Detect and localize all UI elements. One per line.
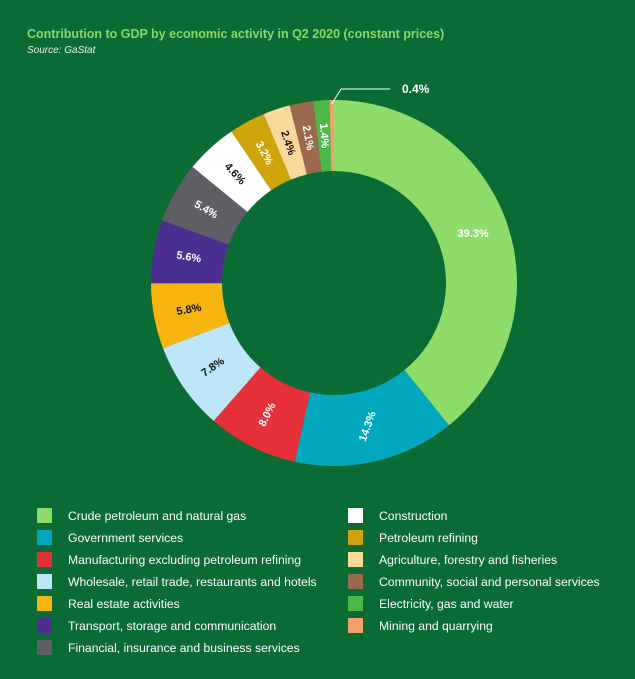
slice-agriculture-forestry-and-fisheries [263, 105, 307, 180]
legend-item-manufacturing-excluding-petroleum-refining: Manufacturing excluding petroleum refini… [37, 552, 348, 567]
legend-swatch [37, 640, 52, 655]
legend-item-mining-and-quarrying: Mining and quarrying [348, 618, 628, 633]
legend-item-community-social-and-personal-services: Community, social and personal services [348, 574, 628, 589]
slice-mining-and-quarrying [329, 100, 334, 172]
data-label-mining-and-quarrying: 0.4% [402, 82, 430, 96]
legend-item-construction: Construction [348, 508, 628, 523]
legend-label: Petroleum refining [379, 530, 478, 545]
legend-label: Electricity, gas and water [379, 596, 514, 611]
legend-item-financial-insurance-and-business-services: Financial, insurance and business servic… [37, 640, 348, 655]
data-label-real-estate-activities: 5.8% [176, 302, 203, 318]
legend-label: Government services [68, 530, 184, 545]
slice-financial-insurance-and-business-services [162, 166, 248, 245]
legend-swatch [37, 596, 52, 611]
legend-swatch [37, 508, 52, 523]
slice-crude-petroleum-and-natural-gas [334, 100, 517, 426]
legend-swatch [348, 574, 363, 589]
leader-line-mining-and-quarrying [331, 88, 390, 105]
legend-label: Crude petroleum and natural gas [68, 508, 247, 523]
chart-source: Source: GaStat [27, 45, 96, 56]
legend-item-crude-petroleum-and-natural-gas: Crude petroleum and natural gas [37, 508, 348, 523]
legend-label: Community, social and personal services [379, 574, 600, 589]
legend-label: Manufacturing excluding petroleum refini… [68, 552, 302, 567]
chart-legend: Crude petroleum and natural gas Governmen… [37, 508, 628, 655]
legend-swatch [37, 574, 52, 589]
legend-swatch [348, 596, 363, 611]
slice-petroleum-refining [231, 114, 291, 191]
legend-item-electricity-gas-and-water: Electricity, gas and water [348, 596, 628, 611]
legend-swatch [37, 530, 52, 545]
slice-real-estate-activities [151, 283, 230, 349]
legend-swatch [348, 618, 363, 633]
legend-item-government-services: Government services [37, 530, 348, 545]
legend-label: Wholesale, retail trade, restaurants and… [68, 574, 317, 589]
legend-item-petroleum-refining: Petroleum refining [348, 530, 628, 545]
data-label-crude-petroleum-and-natural-gas: 39.3% [457, 228, 488, 240]
legend-label: Real estate activities [68, 596, 180, 611]
data-label-community-social-and-personal-services: 2.1% [300, 124, 316, 151]
legend-swatch [348, 530, 363, 545]
data-label-electricity-gas-and-water: 1.4% [317, 123, 331, 149]
legend-item-real-estate-activities: Real estate activities [37, 596, 348, 611]
legend-swatch [348, 552, 363, 567]
slice-construction [192, 131, 272, 212]
legend-swatch [37, 618, 52, 633]
legend-item-wholesale-retail-trade-restaurants-and-hotels: Wholesale, retail trade, restaurants and… [37, 574, 348, 589]
slice-electricity-gas-and-water [313, 100, 332, 172]
legend-label: Agriculture, forestry and fisheries [379, 552, 558, 567]
slice-manufacturing-excluding-petroleum-refining [213, 367, 310, 462]
chart-title: Contribution to GDP by economic activity… [27, 27, 445, 41]
legend-swatch [348, 508, 363, 523]
legend-swatch [37, 552, 52, 567]
slice-community-social-and-personal-services [289, 101, 322, 175]
legend-item-agriculture-forestry-and-fisheries: Agriculture, forestry and fisheries [348, 552, 628, 567]
legend-label: Transport, storage and communication [68, 618, 277, 633]
legend-label: Construction [379, 508, 448, 523]
legend-column-right: Construction Petroleum refining Agricultur… [348, 508, 628, 655]
slice-transport-storage-and-communication [151, 220, 229, 284]
legend-label: Financial, insurance and business servic… [68, 640, 300, 655]
legend-label: Mining and quarrying [379, 618, 493, 633]
data-label-transport-storage-and-communication: 5.6% [175, 249, 202, 265]
slice-government-services [294, 370, 450, 467]
slice-wholesale-retail-trade-restaurants-and-hotels [163, 322, 261, 421]
legend-column-left: Crude petroleum and natural gas Governmen… [37, 508, 348, 655]
legend-item-transport-storage-and-communication: Transport, storage and communication [37, 618, 348, 633]
